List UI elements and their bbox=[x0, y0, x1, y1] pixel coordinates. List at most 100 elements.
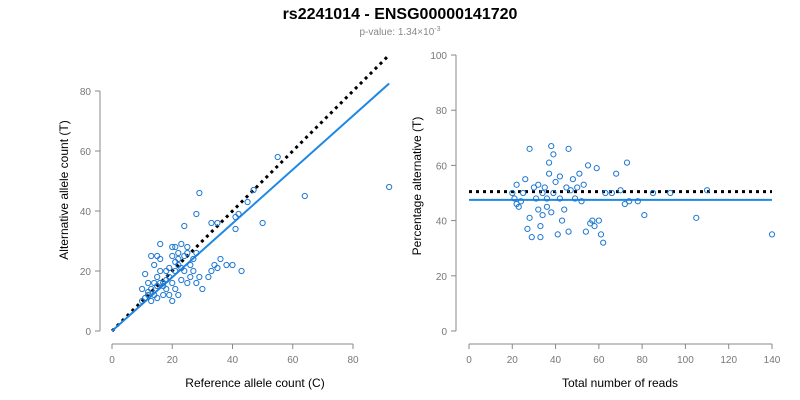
subtitle-exponent: -3 bbox=[434, 26, 440, 33]
right-y-tick-label: 100 bbox=[430, 51, 447, 62]
right-data-point bbox=[556, 173, 564, 180]
right-x-tick-label: 60 bbox=[593, 355, 605, 366]
right-data-point bbox=[550, 151, 557, 158]
left-data-point bbox=[169, 279, 176, 287]
right-data-point bbox=[589, 217, 596, 224]
left-data-point bbox=[211, 261, 218, 269]
left-x-tick-label: 60 bbox=[287, 355, 299, 366]
left-data-point bbox=[175, 291, 182, 299]
left-y-axis-label: Alternative allele count (T) bbox=[57, 120, 71, 259]
left-data-point bbox=[157, 240, 164, 248]
right-data-point bbox=[537, 223, 544, 230]
left-data-point bbox=[166, 273, 173, 281]
left-points-layer bbox=[139, 153, 393, 305]
right-data-point bbox=[649, 189, 657, 197]
left-data-point bbox=[139, 285, 146, 293]
left-data-point bbox=[250, 186, 257, 194]
right-data-point bbox=[576, 170, 583, 177]
right-data-point bbox=[574, 184, 581, 191]
left-x-tick-label: 40 bbox=[227, 355, 239, 366]
left-data-point bbox=[223, 261, 230, 269]
left-data-point bbox=[199, 285, 206, 293]
right-data-point bbox=[567, 187, 574, 194]
right-data-point bbox=[582, 228, 589, 235]
right-x-tick-label: 140 bbox=[764, 355, 781, 366]
left-data-point bbox=[193, 279, 200, 287]
left-x-tick-label: 80 bbox=[347, 355, 359, 366]
left-data-point bbox=[214, 219, 221, 227]
left-data-point bbox=[166, 291, 173, 299]
right-data-point bbox=[539, 211, 546, 219]
left-data-point bbox=[238, 267, 245, 275]
right-data-point bbox=[571, 195, 579, 202]
left-y-tick-label: 0 bbox=[85, 327, 91, 338]
right-data-point bbox=[600, 239, 607, 246]
left-data-point bbox=[154, 273, 161, 281]
right-data-point bbox=[541, 184, 548, 191]
left-data-point bbox=[232, 213, 239, 221]
left-data-point bbox=[187, 273, 194, 281]
left-data-point bbox=[169, 297, 176, 305]
left-scatter-panel: 0 20 40 60 80 0 20 40 60 80 Reference allele coun… bbox=[57, 53, 393, 390]
right-data-point bbox=[545, 170, 553, 177]
left-data-point bbox=[301, 192, 308, 200]
left-data-point bbox=[175, 255, 182, 263]
left-data-point bbox=[196, 273, 203, 281]
right-y-tick-label: 20 bbox=[436, 272, 448, 283]
right-data-point bbox=[641, 211, 648, 219]
chart-title: rs2241014 - ENSG00000141720 bbox=[283, 6, 518, 23]
left-data-point bbox=[163, 285, 170, 293]
right-data-point bbox=[522, 176, 529, 183]
left-data-point bbox=[178, 276, 185, 284]
left-data-point bbox=[154, 252, 161, 260]
right-data-point bbox=[634, 198, 641, 205]
right-data-point bbox=[563, 184, 570, 191]
right-y-axis-label: Percentage alternative (T) bbox=[410, 117, 424, 256]
right-data-point bbox=[548, 209, 555, 216]
left-data-point bbox=[151, 279, 158, 287]
left-data-point bbox=[157, 267, 164, 275]
left-data-point bbox=[172, 243, 179, 251]
left-data-point bbox=[235, 210, 242, 218]
right-data-point bbox=[626, 198, 633, 205]
left-data-point bbox=[181, 222, 188, 230]
right-data-point bbox=[548, 142, 555, 150]
right-data-point bbox=[530, 184, 538, 191]
left-x-tick-label: 20 bbox=[167, 355, 179, 366]
left-x-tick-label: 0 bbox=[109, 355, 115, 366]
right-tick-layer: 0 20 40 60 80 100 120 140 0 20 40 60 80 100 bbox=[430, 51, 780, 366]
right-y-tick-label: 60 bbox=[436, 161, 448, 172]
right-data-point bbox=[565, 228, 572, 235]
left-data-point bbox=[169, 243, 176, 251]
subtitle-pvalue: p-value: 1.34×10 bbox=[359, 27, 434, 38]
right-data-point bbox=[511, 195, 518, 202]
left-y-tick-label: 60 bbox=[80, 147, 92, 158]
right-data-point bbox=[556, 195, 564, 202]
right-y-tick-label: 40 bbox=[436, 217, 448, 228]
left-data-point bbox=[190, 267, 197, 275]
right-data-point bbox=[535, 181, 542, 188]
left-data-point bbox=[142, 294, 149, 302]
left-data-point bbox=[217, 255, 224, 263]
left-tick-layer: 0 20 40 60 80 0 20 40 60 80 bbox=[80, 87, 359, 366]
right-x-axis-label: Total number of reads bbox=[562, 376, 678, 390]
right-data-point bbox=[593, 165, 600, 172]
left-data-point bbox=[208, 219, 215, 227]
left-data-point bbox=[160, 291, 167, 299]
right-data-point bbox=[569, 176, 576, 183]
left-data-point bbox=[259, 219, 266, 227]
right-data-point bbox=[621, 200, 628, 208]
right-x-tick-label: 100 bbox=[677, 355, 694, 366]
left-data-point bbox=[196, 189, 203, 197]
right-data-point bbox=[667, 189, 674, 197]
right-data-point bbox=[578, 198, 585, 205]
left-data-point bbox=[151, 261, 158, 269]
right-data-point bbox=[608, 189, 615, 197]
right-data-point bbox=[768, 231, 776, 238]
left-data-point bbox=[154, 294, 161, 302]
right-data-point bbox=[528, 234, 535, 241]
left-data-point bbox=[142, 270, 149, 278]
left-data-point bbox=[232, 225, 239, 233]
left-data-point bbox=[184, 249, 191, 257]
